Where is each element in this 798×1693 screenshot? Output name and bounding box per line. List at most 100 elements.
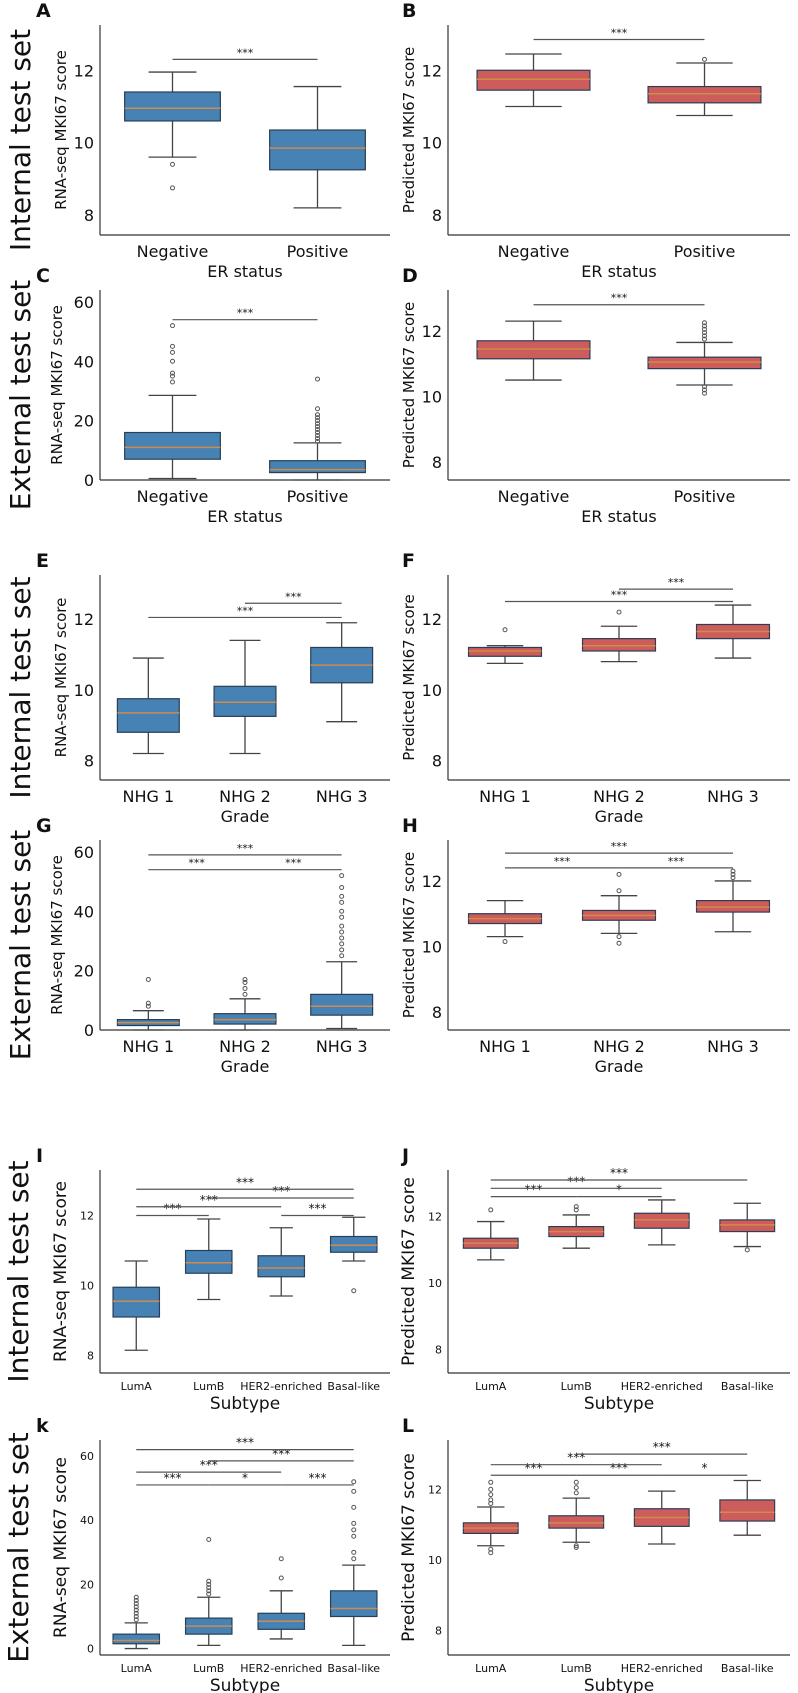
panel-letter: G: [36, 815, 52, 837]
outlier-point: [744, 1247, 750, 1253]
outlier-point: [573, 1543, 579, 1549]
box-3: [329, 1216, 378, 1294]
outlier-point: [730, 875, 736, 881]
x-tick-label: NHG 3: [316, 787, 368, 806]
significance-label: ***: [525, 1183, 543, 1197]
y-tick-label: 8: [432, 453, 442, 472]
outlier-point: [339, 908, 345, 914]
outlier-point: [170, 161, 175, 167]
panel-letter: k: [36, 1415, 49, 1437]
box-iqr: [257, 1255, 306, 1278]
outlier-point: [339, 873, 345, 879]
outlier-point: [573, 1545, 579, 1550]
box-0: [467, 627, 543, 665]
y-tick-label: 8: [87, 1350, 94, 1363]
outlier-point: [339, 935, 345, 941]
box-3: [329, 1479, 378, 1647]
box-1: [581, 609, 657, 663]
box-1: [269, 376, 366, 481]
box-1: [213, 977, 277, 1031]
outlier-point: [315, 406, 320, 412]
box-iqr: [719, 1499, 776, 1522]
row-label: Internal test set: [4, 576, 37, 798]
y-axis-label: RNA-seq MKI67 score: [52, 598, 70, 758]
box-1: [269, 85, 366, 209]
outlier-point: [278, 1575, 284, 1581]
outlier-point: [315, 427, 320, 433]
outlier-point: [315, 424, 320, 430]
panel-letter: F: [402, 550, 415, 572]
significance-label: ***: [611, 840, 628, 853]
x-axis-label: Subtype: [584, 1394, 654, 1414]
x-tick-label: LumA: [475, 1662, 507, 1675]
y-tick-label: 12: [422, 610, 442, 629]
y-tick-label: 10: [422, 134, 442, 153]
box-1: [184, 1218, 233, 1301]
x-axis-label: ER status: [581, 507, 656, 526]
box-1: [548, 1479, 605, 1550]
outlier-point: [702, 326, 707, 332]
x-tick-label: LumB: [561, 1380, 592, 1393]
outlier-point: [133, 1610, 139, 1616]
outlier-point: [315, 432, 320, 438]
outlier-point: [351, 1549, 357, 1555]
significance-label: ***: [309, 1202, 327, 1216]
significance-label: *: [242, 1471, 248, 1485]
outlier-point: [488, 1207, 494, 1213]
box-0: [116, 977, 180, 1031]
x-tick-label: Negative: [137, 242, 209, 261]
y-tick-label: 12: [428, 1211, 442, 1224]
outlier-point: [573, 1490, 579, 1496]
x-axis-label: Grade: [221, 807, 270, 826]
outlier-point: [133, 1594, 139, 1600]
outlier-point: [206, 1581, 212, 1587]
outlier-point: [133, 1597, 139, 1603]
outlier-point: [339, 914, 345, 920]
significance-label: ***: [611, 589, 628, 602]
box-0: [112, 1260, 161, 1351]
box-0: [462, 1479, 519, 1556]
significance-label: *: [702, 1461, 708, 1475]
outlier-point: [133, 1617, 139, 1623]
outlier-point: [488, 1492, 494, 1498]
outlier-point: [730, 868, 736, 874]
x-tick-label: Negative: [137, 487, 209, 506]
outlier-point: [133, 1613, 139, 1619]
outlier-point: [339, 947, 345, 953]
outlier-point: [339, 885, 345, 890]
significance-label: ***: [237, 842, 254, 855]
y-tick-label: 8: [435, 1624, 442, 1637]
row-label: Internal test set: [2, 1160, 35, 1382]
x-tick-label: NHG 3: [707, 1037, 759, 1056]
outlier-point: [339, 893, 345, 899]
outlier-point: [315, 438, 320, 444]
outlier-point: [730, 871, 736, 877]
panel-letter: B: [402, 0, 416, 22]
outlier-point: [351, 1488, 357, 1494]
box-1: [184, 1536, 233, 1647]
outlier-point: [133, 1601, 139, 1607]
y-tick-label: 10: [428, 1554, 442, 1567]
outlier-point: [315, 430, 320, 435]
box-iqr: [581, 638, 657, 652]
y-tick-label: 12: [422, 872, 442, 891]
significance-label: ***: [567, 1451, 585, 1465]
y-axis-label: RNA-seq MKI67 score: [48, 305, 66, 465]
x-axis-label: ER status: [207, 507, 282, 526]
x-tick-label: NHG 1: [122, 787, 174, 806]
box-0: [476, 320, 591, 381]
outlier-point: [616, 609, 622, 615]
x-tick-label: LumA: [121, 1380, 153, 1393]
outlier-point: [339, 941, 345, 947]
significance-label: ***: [525, 1461, 543, 1475]
significance-label: ***: [200, 1193, 218, 1207]
box-0: [112, 1594, 161, 1650]
outlier-point: [351, 1520, 357, 1526]
y-axis-label: Predicted MKI67 score: [399, 1453, 419, 1642]
x-tick-label: Basal-like: [721, 1662, 774, 1675]
significance-label: ***: [668, 855, 685, 868]
outlier-point: [170, 323, 175, 329]
